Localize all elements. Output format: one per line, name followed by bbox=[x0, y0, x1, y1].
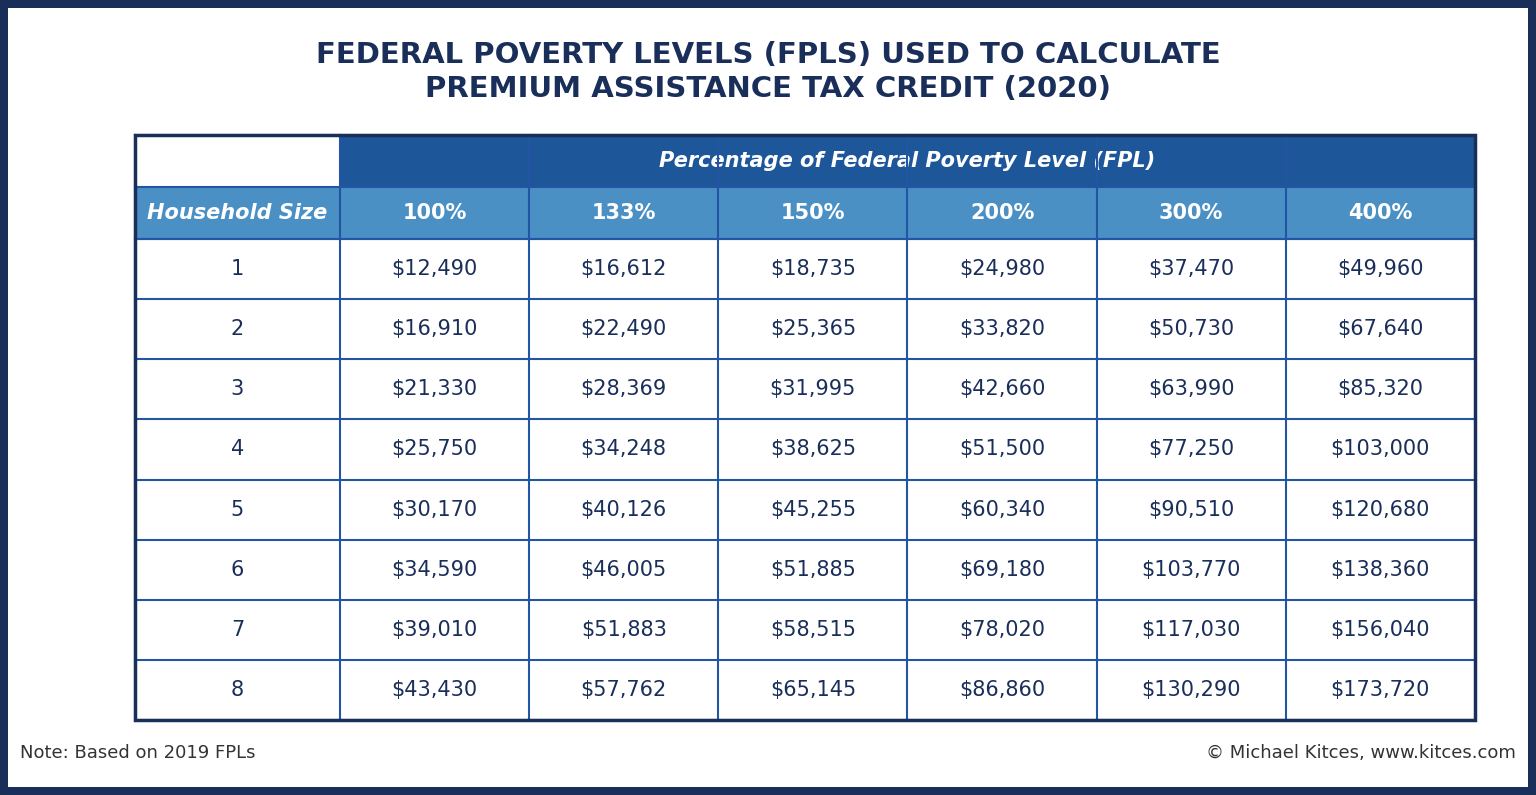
Bar bbox=[339, 135, 1475, 187]
Text: $103,770: $103,770 bbox=[1141, 560, 1241, 580]
Text: © Michael Kitces, www.kitces.com: © Michael Kitces, www.kitces.com bbox=[1206, 744, 1516, 762]
Text: $51,500: $51,500 bbox=[958, 440, 1044, 460]
Text: 200%: 200% bbox=[969, 203, 1034, 223]
Text: 400%: 400% bbox=[1349, 203, 1413, 223]
Bar bbox=[1097, 187, 1286, 239]
Text: $42,660: $42,660 bbox=[958, 379, 1046, 399]
Bar bbox=[135, 540, 1475, 599]
Text: $18,735: $18,735 bbox=[770, 259, 856, 279]
Text: $77,250: $77,250 bbox=[1149, 440, 1235, 460]
Text: $90,510: $90,510 bbox=[1147, 499, 1235, 520]
Text: $39,010: $39,010 bbox=[392, 620, 478, 640]
Bar bbox=[135, 135, 339, 187]
Bar bbox=[135, 660, 1475, 720]
Text: 1: 1 bbox=[230, 259, 244, 279]
Text: $30,170: $30,170 bbox=[392, 499, 478, 520]
Text: 150%: 150% bbox=[780, 203, 845, 223]
Text: $156,040: $156,040 bbox=[1330, 620, 1430, 640]
Bar bbox=[135, 135, 1475, 720]
Text: PREMIUM ASSISTANCE TAX CREDIT (2020): PREMIUM ASSISTANCE TAX CREDIT (2020) bbox=[425, 75, 1111, 103]
Bar bbox=[135, 239, 1475, 299]
Text: 7: 7 bbox=[230, 620, 244, 640]
Text: $85,320: $85,320 bbox=[1338, 379, 1424, 399]
Text: $34,248: $34,248 bbox=[581, 440, 667, 460]
Bar bbox=[530, 187, 719, 239]
Text: 8: 8 bbox=[230, 680, 244, 700]
Text: 300%: 300% bbox=[1160, 203, 1224, 223]
Bar bbox=[339, 187, 530, 239]
Text: $40,126: $40,126 bbox=[581, 499, 667, 520]
Text: $78,020: $78,020 bbox=[958, 620, 1044, 640]
Text: $58,515: $58,515 bbox=[770, 620, 856, 640]
Text: $45,255: $45,255 bbox=[770, 499, 856, 520]
Text: 4: 4 bbox=[230, 440, 244, 460]
Bar bbox=[1286, 187, 1475, 239]
Text: $67,640: $67,640 bbox=[1338, 319, 1424, 339]
Bar bbox=[135, 479, 1475, 540]
Text: $16,612: $16,612 bbox=[581, 259, 667, 279]
Text: Household Size: Household Size bbox=[147, 203, 327, 223]
Text: $25,365: $25,365 bbox=[770, 319, 856, 339]
Text: 3: 3 bbox=[230, 379, 244, 399]
Text: 2: 2 bbox=[230, 319, 244, 339]
Text: $22,490: $22,490 bbox=[581, 319, 667, 339]
Text: $103,000: $103,000 bbox=[1330, 440, 1430, 460]
Text: $57,762: $57,762 bbox=[581, 680, 667, 700]
Text: $12,490: $12,490 bbox=[392, 259, 478, 279]
Text: $46,005: $46,005 bbox=[581, 560, 667, 580]
Text: $86,860: $86,860 bbox=[958, 680, 1044, 700]
Text: $21,330: $21,330 bbox=[392, 379, 478, 399]
Text: $120,680: $120,680 bbox=[1330, 499, 1430, 520]
Text: $33,820: $33,820 bbox=[958, 319, 1044, 339]
Text: $51,885: $51,885 bbox=[770, 560, 856, 580]
Text: $43,430: $43,430 bbox=[392, 680, 478, 700]
Bar bbox=[135, 599, 1475, 660]
Text: $38,625: $38,625 bbox=[770, 440, 856, 460]
Text: 100%: 100% bbox=[402, 203, 467, 223]
Text: $50,730: $50,730 bbox=[1149, 319, 1235, 339]
Text: $28,369: $28,369 bbox=[581, 379, 667, 399]
Text: $16,910: $16,910 bbox=[392, 319, 478, 339]
Text: $60,340: $60,340 bbox=[958, 499, 1044, 520]
Bar bbox=[135, 420, 1475, 479]
Bar bbox=[908, 187, 1097, 239]
Text: $49,960: $49,960 bbox=[1338, 259, 1424, 279]
Text: $24,980: $24,980 bbox=[958, 259, 1044, 279]
Text: $65,145: $65,145 bbox=[770, 680, 856, 700]
Bar bbox=[135, 187, 339, 239]
Text: Percentage of Federal Poverty Level (FPL): Percentage of Federal Poverty Level (FPL… bbox=[659, 151, 1155, 171]
Text: $69,180: $69,180 bbox=[958, 560, 1044, 580]
Text: Note: Based on 2019 FPLs: Note: Based on 2019 FPLs bbox=[20, 744, 255, 762]
Bar bbox=[135, 359, 1475, 420]
Text: 6: 6 bbox=[230, 560, 244, 580]
Bar bbox=[719, 187, 908, 239]
Text: $37,470: $37,470 bbox=[1149, 259, 1235, 279]
Bar bbox=[135, 299, 1475, 359]
Text: 5: 5 bbox=[230, 499, 244, 520]
Text: $51,883: $51,883 bbox=[581, 620, 667, 640]
Text: FEDERAL POVERTY LEVELS (FPLS) USED TO CALCULATE: FEDERAL POVERTY LEVELS (FPLS) USED TO CA… bbox=[315, 41, 1221, 69]
Text: $117,030: $117,030 bbox=[1141, 620, 1241, 640]
Text: $25,750: $25,750 bbox=[392, 440, 478, 460]
Text: $138,360: $138,360 bbox=[1330, 560, 1430, 580]
Text: 133%: 133% bbox=[591, 203, 656, 223]
Text: $173,720: $173,720 bbox=[1330, 680, 1430, 700]
Text: $31,995: $31,995 bbox=[770, 379, 856, 399]
Text: $34,590: $34,590 bbox=[392, 560, 478, 580]
Text: $130,290: $130,290 bbox=[1141, 680, 1241, 700]
Text: $63,990: $63,990 bbox=[1147, 379, 1235, 399]
